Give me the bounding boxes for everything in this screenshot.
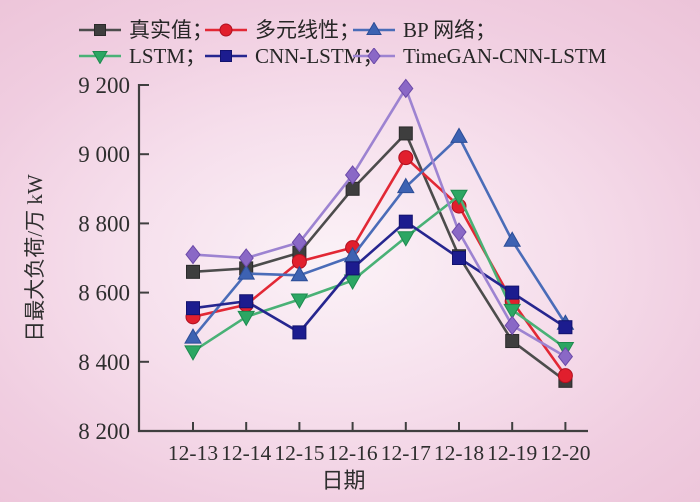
triangle-up-marker-icon xyxy=(503,231,522,247)
x-tick-label: 12-14 xyxy=(221,441,271,465)
triangle-up-marker-icon xyxy=(396,177,415,194)
square-marker-icon xyxy=(398,214,413,229)
series-line xyxy=(192,220,567,334)
triangle-down-marker-icon xyxy=(290,293,309,310)
diamond-marker-icon xyxy=(238,248,254,268)
triangle-down-marker-icon xyxy=(450,189,468,206)
diamond-marker-icon xyxy=(344,165,361,185)
series-timegan-cnn-lstm xyxy=(185,78,574,367)
square-marker-icon xyxy=(239,294,254,309)
y-tick-label: 8 600 xyxy=(78,281,130,306)
y-axis-title: 日最大负荷/万 kW xyxy=(23,174,47,342)
x-tick-label: 12-20 xyxy=(540,441,590,465)
y-tick-label: 8 200 xyxy=(78,419,130,444)
square-marker-icon xyxy=(186,264,200,279)
triangle-down-marker-icon xyxy=(503,303,522,320)
triangle-up-marker-icon xyxy=(290,265,309,282)
diamond-marker-icon xyxy=(557,346,574,367)
triangle-down-marker-icon xyxy=(237,310,256,327)
series-line xyxy=(192,194,567,353)
diamond-marker-icon xyxy=(291,232,308,253)
diamond-marker-icon xyxy=(185,244,201,265)
series-bp-network xyxy=(184,127,575,344)
y-tick-label: 8 400 xyxy=(78,350,130,375)
square-marker-icon xyxy=(186,301,200,316)
triangle-up-marker-icon xyxy=(450,127,468,143)
series-line xyxy=(192,132,567,382)
x-tick-label: 12-17 xyxy=(381,441,431,465)
diamond-marker-icon xyxy=(451,222,467,242)
square-marker-icon xyxy=(292,325,307,340)
square-marker-icon xyxy=(505,334,520,349)
x-tick-label: 12-16 xyxy=(328,441,378,465)
triangle-down-marker-icon xyxy=(396,231,415,247)
y-tick-label: 9 000 xyxy=(78,142,130,167)
square-marker-icon xyxy=(558,320,573,335)
axis-lines xyxy=(137,84,588,433)
series-line xyxy=(192,135,567,339)
square-marker-icon xyxy=(398,126,413,141)
square-marker-icon xyxy=(452,251,466,265)
y-tick-label: 9 200 xyxy=(78,73,130,98)
x-tick-label: 12-13 xyxy=(168,441,218,465)
diamond-marker-icon xyxy=(504,315,520,336)
series-line xyxy=(192,87,567,358)
x-tick-label: 12-18 xyxy=(434,441,484,465)
diamond-marker-icon xyxy=(398,78,414,99)
x-axis-title: 日期 xyxy=(321,468,365,493)
x-tick-label: 12-15 xyxy=(274,441,324,465)
x-tick-label: 12-19 xyxy=(487,441,537,465)
triangle-up-marker-icon xyxy=(237,264,256,280)
y-tick-label: 8 800 xyxy=(78,211,130,236)
series-lstm xyxy=(184,189,575,361)
triangle-down-marker-icon xyxy=(184,345,202,361)
series-cnn-lstm xyxy=(186,214,573,340)
square-marker-icon xyxy=(505,285,520,300)
square-marker-icon xyxy=(345,261,360,276)
circle-marker-icon xyxy=(398,150,414,166)
circle-marker-icon xyxy=(557,368,573,384)
triangle-up-marker-icon xyxy=(184,328,202,344)
